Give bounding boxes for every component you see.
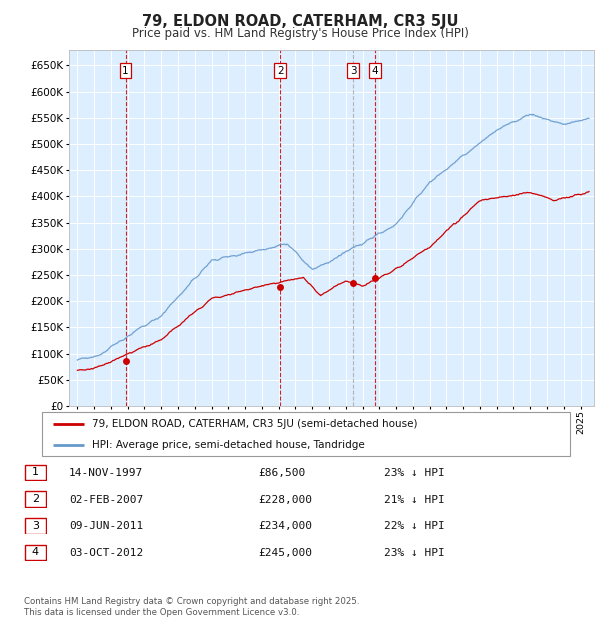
Text: 4: 4 (372, 66, 379, 76)
Text: 03-OCT-2012: 03-OCT-2012 (69, 548, 143, 558)
FancyBboxPatch shape (25, 544, 46, 560)
Text: £234,000: £234,000 (258, 521, 312, 531)
FancyBboxPatch shape (25, 464, 46, 480)
Text: 02-FEB-2007: 02-FEB-2007 (69, 495, 143, 505)
Text: £228,000: £228,000 (258, 495, 312, 505)
Text: 22% ↓ HPI: 22% ↓ HPI (384, 521, 445, 531)
Text: 3: 3 (350, 66, 356, 76)
Text: 79, ELDON ROAD, CATERHAM, CR3 5JU: 79, ELDON ROAD, CATERHAM, CR3 5JU (142, 14, 458, 29)
FancyBboxPatch shape (42, 412, 570, 456)
Text: 2: 2 (32, 494, 39, 504)
FancyBboxPatch shape (25, 491, 46, 507)
Text: Price paid vs. HM Land Registry's House Price Index (HPI): Price paid vs. HM Land Registry's House … (131, 27, 469, 40)
Text: 2: 2 (277, 66, 283, 76)
Text: £86,500: £86,500 (258, 468, 305, 478)
Text: £245,000: £245,000 (258, 548, 312, 558)
Text: Contains HM Land Registry data © Crown copyright and database right 2025.
This d: Contains HM Land Registry data © Crown c… (24, 598, 359, 617)
Text: 23% ↓ HPI: 23% ↓ HPI (384, 548, 445, 558)
Text: 79, ELDON ROAD, CATERHAM, CR3 5JU (semi-detached house): 79, ELDON ROAD, CATERHAM, CR3 5JU (semi-… (92, 420, 418, 430)
Text: HPI: Average price, semi-detached house, Tandridge: HPI: Average price, semi-detached house,… (92, 440, 365, 450)
Text: 1: 1 (32, 467, 39, 477)
Text: 21% ↓ HPI: 21% ↓ HPI (384, 495, 445, 505)
FancyBboxPatch shape (25, 518, 46, 534)
Text: 4: 4 (32, 547, 39, 557)
Text: 3: 3 (32, 521, 39, 531)
Text: 09-JUN-2011: 09-JUN-2011 (69, 521, 143, 531)
Text: 1: 1 (122, 66, 129, 76)
Text: 14-NOV-1997: 14-NOV-1997 (69, 468, 143, 478)
Text: 23% ↓ HPI: 23% ↓ HPI (384, 468, 445, 478)
